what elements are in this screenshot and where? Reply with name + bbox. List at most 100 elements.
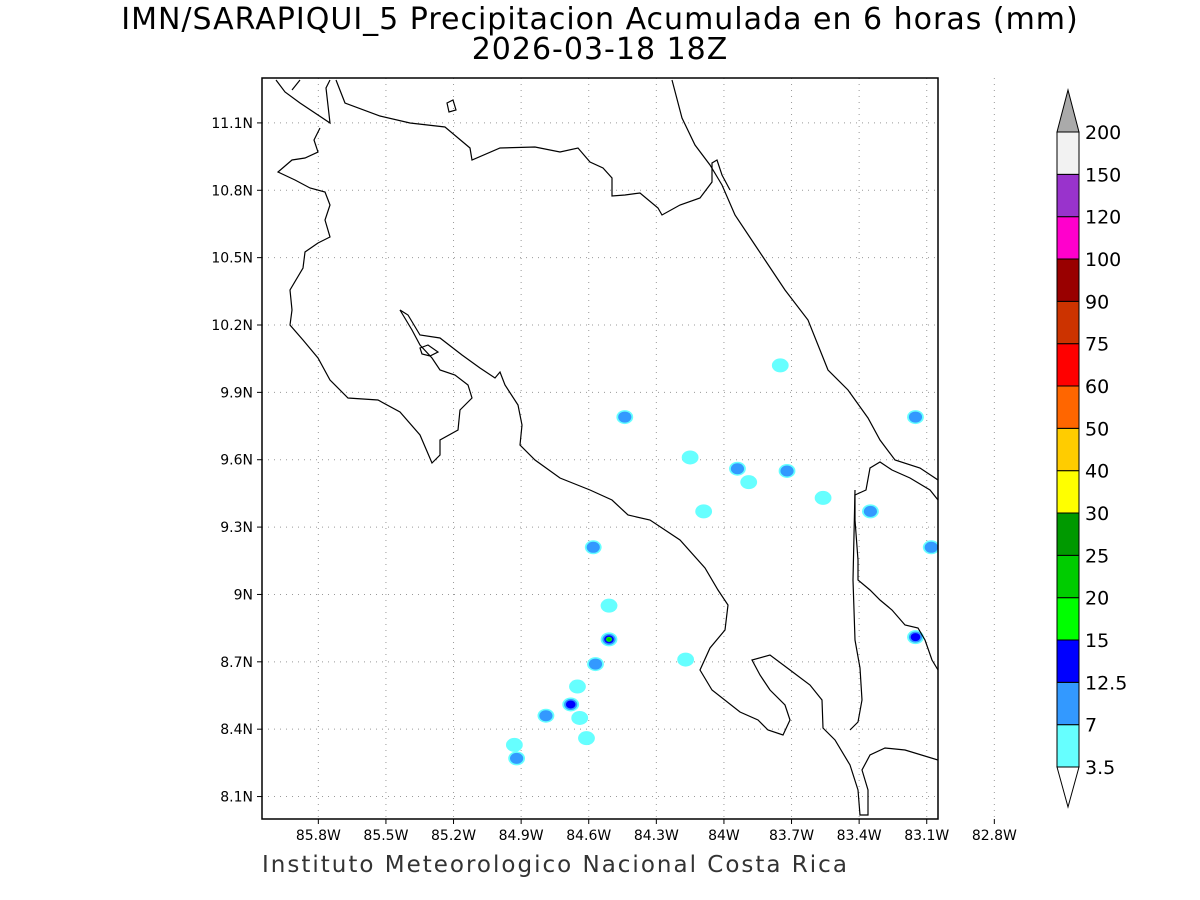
precip-cell (862, 504, 879, 519)
gulf-of-nicoya-coast (399, 309, 938, 816)
precip-contour (998, 617, 1004, 622)
precip-contour (771, 358, 789, 373)
pacific-coast-guanacaste (276, 79, 473, 465)
legend-color-box (1056, 681, 1080, 726)
legend-color-box (1056, 470, 1080, 514)
x-tick-label: 85.8W (296, 828, 341, 844)
precip-cell (729, 461, 746, 476)
x-axis-ticks: 85.8W 85.5W 85.2W 84.9W 84.6W 84.3W 84W 83.7W 83… (296, 819, 1017, 844)
precip-cell (578, 731, 595, 746)
legend-color-box (1056, 512, 1080, 556)
y-tick-label: 9.6N (220, 453, 253, 469)
legend-color-box (1056, 554, 1080, 599)
precip-contour (588, 658, 603, 670)
precip-contour (539, 710, 553, 722)
legend-color-box (1056, 173, 1080, 218)
lake-nicaragua-shore (335, 79, 731, 216)
precip-contour (1053, 663, 1057, 666)
y-tick-label: 8.7N (220, 655, 253, 671)
precip-contour (961, 567, 974, 578)
legend-label: 200 (1085, 122, 1121, 144)
precip-cell (907, 630, 924, 645)
y-tick-label: 9.3N (220, 520, 253, 536)
legend-color-box (1056, 300, 1080, 345)
precip-contour (565, 700, 576, 709)
legend-color-box (1056, 724, 1080, 768)
y-tick-label: 11.1N (211, 116, 253, 132)
precip-contour (600, 598, 618, 613)
legend-label: 90 (1085, 291, 1109, 313)
x-tick-label: 85.2W (431, 828, 476, 844)
precip-cell (616, 410, 634, 425)
precip-cell (587, 657, 604, 672)
x-tick-label: 85.5W (363, 828, 408, 844)
y-tick-label: 10.2N (211, 318, 253, 334)
precip-contour (607, 637, 611, 641)
precip-cell (740, 475, 758, 490)
nicoya-island (419, 344, 440, 357)
precip-cell (1031, 646, 1048, 660)
legend-color-box (1056, 343, 1080, 387)
precip-cell (771, 358, 789, 373)
legend-label: 75 (1085, 334, 1109, 356)
legend-arrow-high (1056, 88, 1080, 133)
legend-label: 100 (1085, 249, 1121, 271)
color-legend: 3.5 7 12.5 15 20 25 30 40 50 60 75 90 100 120 150 200 (1056, 88, 1127, 809)
precip-contour (586, 541, 600, 553)
precip-cell (505, 737, 523, 752)
precip-contour (681, 450, 699, 465)
precip-cell (907, 410, 924, 425)
legend-arrow-low (1056, 766, 1080, 809)
precip-contour (1031, 646, 1048, 660)
coastline-borders (275, 79, 938, 816)
legend-label: 12.5 (1085, 672, 1127, 694)
map-frame (261, 77, 939, 820)
legend-color-box (1056, 385, 1080, 429)
precip-contour (677, 652, 695, 667)
precip-contour (1053, 633, 1057, 636)
precip-contour (569, 679, 586, 694)
precip-cell (814, 490, 832, 505)
precip-cell (959, 565, 976, 579)
y-tick-label: 8.1N (220, 790, 253, 806)
precip-cell (681, 450, 699, 465)
precip-cell (562, 697, 580, 712)
x-tick-label: 83.7W (769, 828, 814, 844)
precip-contour (1008, 619, 1025, 633)
x-tick-label: 83.4W (837, 828, 882, 844)
precip-cell (569, 679, 586, 694)
map-datetime: 2026-03-18 18Z (471, 32, 729, 67)
precip-contour (1010, 620, 1023, 631)
y-tick-label: 8.4N (220, 722, 253, 738)
map-plot-area (262, 78, 938, 819)
precip-contour (993, 612, 1010, 626)
precip-contour (1053, 633, 1057, 636)
precip-contour (994, 614, 1007, 625)
x-tick-label: 84.9W (499, 828, 544, 844)
precip-contour (740, 475, 758, 490)
caribbean-coast (671, 79, 938, 481)
y-tick-label: 10.5N (211, 251, 253, 267)
precip-contour (578, 731, 595, 746)
legend-label: 120 (1085, 207, 1121, 229)
precip-contour (1053, 663, 1057, 666)
legend-color-box (1056, 258, 1080, 302)
x-tick-label: 84.3W (634, 828, 679, 844)
precip-cell (508, 751, 526, 766)
precipitation-field (505, 358, 1057, 766)
legend-label: 15 (1085, 630, 1109, 652)
precip-contour (510, 752, 524, 764)
y-axis-ticks: 11.1N 10.8N 10.5N 10.2N 9.9N 9.6N 9.3N 9N 8.7N 8.… (211, 116, 262, 806)
precip-contour (730, 463, 745, 475)
precip-cell (600, 598, 618, 613)
footer-credit: Instituto Meteorologico Nacional Costa R… (262, 852, 849, 878)
precip-cell (537, 708, 555, 723)
bocas-del-toro-coast (854, 461, 938, 671)
x-tick-label: 84.6W (566, 828, 611, 844)
precip-contour (910, 633, 921, 642)
precip-contour (996, 615, 1006, 623)
x-tick-label: 83.1W (904, 828, 949, 844)
nicaragua-border-and-caribbean-coast (275, 79, 331, 125)
precip-cell (571, 710, 589, 725)
